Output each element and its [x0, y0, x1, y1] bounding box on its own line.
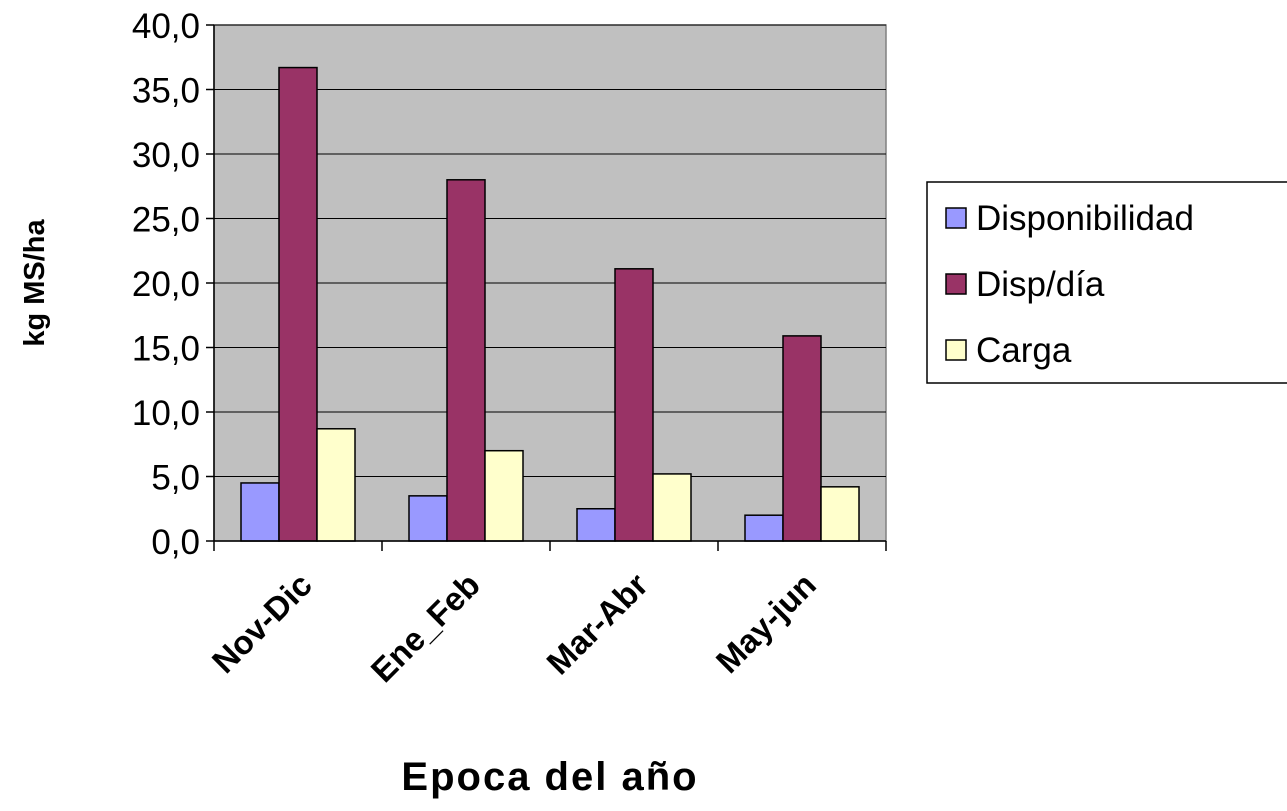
y-tick-label: 5,0: [151, 459, 200, 498]
y-tick-label: 30,0: [132, 136, 200, 175]
bar-3-2: [484, 449, 524, 542]
y-tick-labels: 0,0 5,0 10,0 15,0 20,0 25,0 30,0 35,0 40,0: [132, 7, 214, 562]
legend-label: Disp/día: [976, 265, 1105, 304]
legend-box: [926, 181, 1287, 384]
y-tick-label: 0,0: [151, 523, 200, 562]
y-axis-title: kg MS/ha: [19, 218, 51, 346]
x-axis-title: Epoca del año: [401, 755, 698, 799]
y-tick-label: 35,0: [132, 72, 200, 111]
bar-1-1: [240, 482, 280, 542]
bar-2-1: [278, 66, 318, 542]
legend-label: Disponibilidad: [976, 199, 1194, 238]
bar-2-4: [782, 335, 822, 542]
y-tick-label: 10,0: [132, 394, 200, 433]
x-tick-label: May-jun: [709, 566, 823, 680]
bars: [240, 66, 860, 542]
bar-2-3: [614, 268, 654, 542]
x-tick-labels: Nov-Dic Ene_Feb Mar-Abr May-jun: [205, 541, 887, 689]
y-tick-label: 25,0: [132, 201, 200, 240]
bar-1-3: [576, 508, 616, 542]
y-tick-label: 15,0: [132, 330, 200, 369]
bar-3-3: [652, 473, 692, 542]
y-tick-label: 40,0: [132, 7, 200, 46]
legend-label: Carga: [976, 331, 1072, 370]
y-tick-label: 20,0: [132, 265, 200, 304]
legend-swatch: [945, 207, 967, 229]
legend-items: Disponibilidad Disp/día Carga: [945, 199, 1194, 370]
x-tick-label: Ene_Feb: [364, 566, 487, 689]
bar-3-4: [820, 486, 860, 542]
bar-1-4: [744, 514, 784, 542]
x-tick-label: Mar-Abr: [539, 566, 655, 682]
bar-3-1: [316, 428, 356, 542]
bar-1-2: [408, 495, 448, 542]
legend: Disponibilidad Disp/día Carga: [926, 181, 1287, 384]
legend-swatch: [945, 339, 967, 361]
bar-2-2: [446, 179, 486, 542]
legend-swatch: [945, 273, 967, 295]
x-tick-label: Nov-Dic: [205, 566, 319, 680]
